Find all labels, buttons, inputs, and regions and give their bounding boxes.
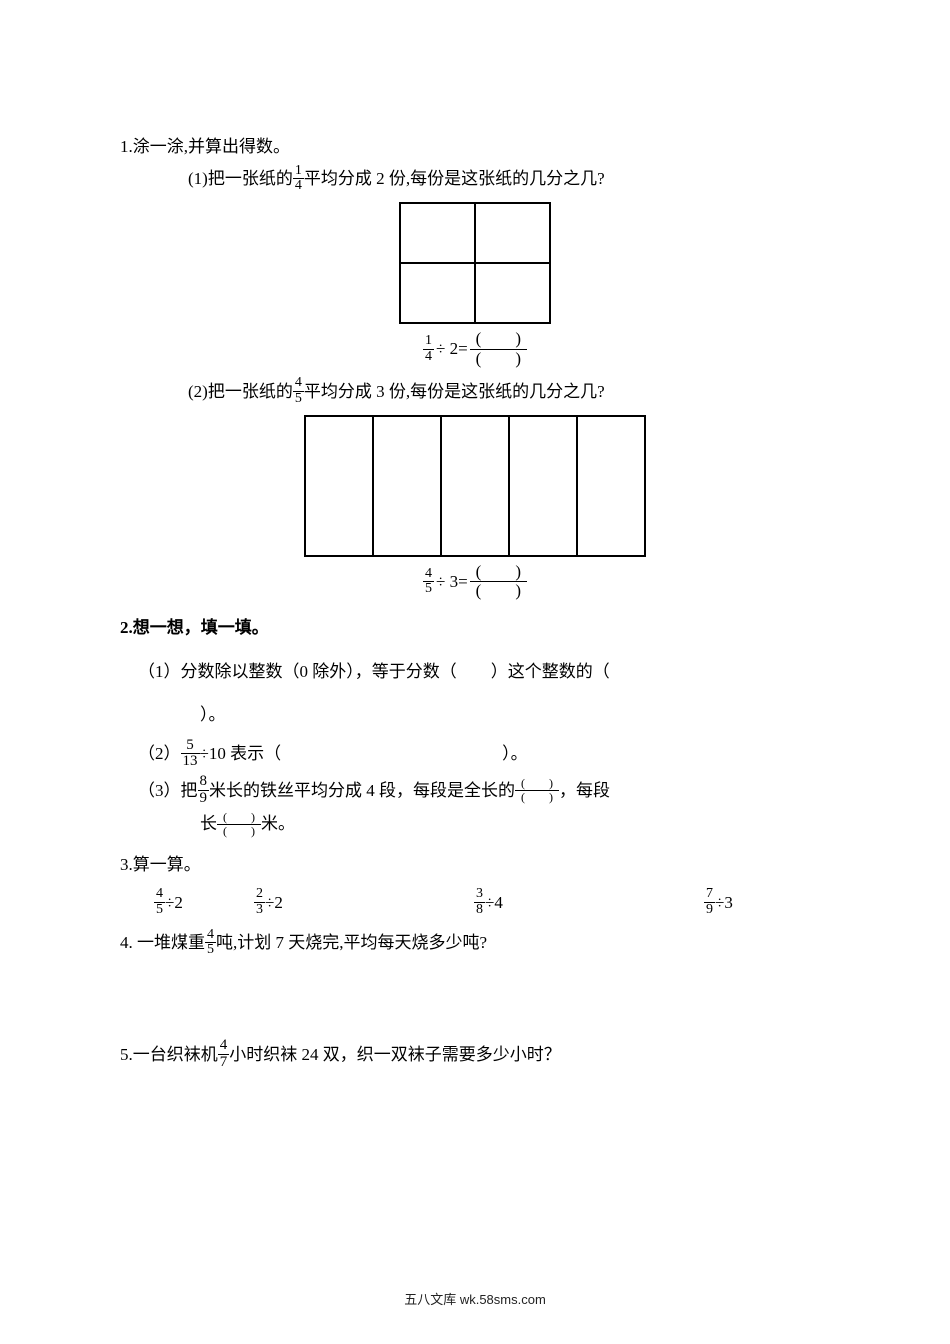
q1-p1-prefix: (1)把一张纸的	[188, 166, 293, 192]
page-footer: 五八文库 wk.58sms.com	[0, 1290, 950, 1310]
q5-b: 小时织袜 24 双，织一双袜子需要多少小时？	[229, 1042, 561, 1068]
q3-op: ÷2	[165, 890, 183, 916]
q2-s3d-pre: 长	[200, 811, 217, 837]
grid-cell	[400, 263, 475, 323]
q2-s3-blank1: ( ) ( )	[515, 777, 559, 804]
grid-cell	[305, 416, 373, 556]
q3-op: ÷3	[715, 890, 733, 916]
q2-s2b: ÷10 表示（ ）。	[200, 741, 528, 767]
q1-p2-prefix: (2)把一张纸的	[188, 379, 293, 405]
grid-cell	[441, 416, 509, 556]
q3-title: 3.算一算。	[120, 852, 830, 878]
grid-cell	[577, 416, 645, 556]
q5-frac: 4 7	[218, 1038, 230, 1071]
q1-part2: (2)把一张纸的 4 5 平均分成 3 份,每份是这张纸的几分之几?	[120, 376, 830, 406]
q1-p1-frac: 1 4	[293, 164, 304, 194]
q2-s3b: 米长的铁丝平均分成 4 段，每段是全长的	[209, 778, 515, 804]
q1-p2-suffix: 平均分成 3 份,每份是这张纸的几分之几?	[304, 379, 605, 405]
q1-p1-suffix: 平均分成 2 份,每份是这张纸的几分之几?	[304, 166, 605, 192]
q1-eq2-mid: ÷ 3=	[436, 569, 468, 595]
q1-eq1-mid: ÷ 2=	[436, 336, 468, 362]
q1-grid1-wrap: 1 4 ÷ 2= ( ) ( )	[120, 202, 830, 368]
q1-p2-frac: 4 5	[293, 376, 304, 406]
q1-eq2-blank: ( ) ( )	[470, 563, 527, 601]
q1-grid2	[304, 415, 646, 557]
grid-cell	[373, 416, 441, 556]
q1-eq2-frac: 4 5	[423, 567, 434, 597]
q1-part1: (1)把一张纸的 1 4 平均分成 2 份,每份是这张纸的几分之几?	[120, 164, 830, 194]
q4-frac: 4 5	[205, 928, 216, 958]
grid-cell	[475, 203, 550, 263]
q1-eq2: 4 5 ÷ 3= ( ) ( )	[120, 563, 830, 601]
q4-a: 4. 一堆煤重	[120, 930, 205, 956]
grid-cell	[475, 263, 550, 323]
q3-item: 79÷3	[704, 887, 774, 917]
q1-grid1	[399, 202, 551, 324]
q4-b: 吨,计划 7 天烧完,平均每天烧多少吨?	[216, 930, 487, 956]
q3-item: 23÷2	[254, 887, 474, 917]
q3-item: 38÷4	[474, 887, 704, 917]
q2-s3a: （3）把	[138, 778, 198, 804]
q2-s1b: ）。	[120, 702, 830, 728]
q1-eq1: 1 4 ÷ 2= ( ) ( )	[120, 330, 830, 368]
grid-cell	[400, 203, 475, 263]
q4: 4. 一堆煤重 4 5 吨,计划 7 天烧完,平均每天烧多少吨?	[120, 928, 830, 958]
q3-op: ÷2	[265, 890, 283, 916]
q3-frac: 23	[254, 887, 265, 917]
q3-row: 45÷223÷238÷479÷3	[154, 887, 830, 917]
grid-cell	[509, 416, 577, 556]
q5: 5.一台织袜机 4 7 小时织袜 24 双，织一双袜子需要多少小时？	[120, 1038, 830, 1071]
q2-s3c: ，每段	[559, 778, 610, 804]
q3-item: 45÷2	[154, 887, 254, 917]
q1-eq1-frac: 1 4	[423, 334, 434, 364]
q2-s3d: 长 ( ) ( ) 米。	[120, 811, 830, 838]
q3-frac: 79	[704, 887, 715, 917]
q2-s3-frac: 8 9	[198, 774, 210, 807]
q2-s2: （2） 5 13 ÷10 表示（ ）。	[120, 738, 830, 771]
q1-eq1-blank: ( ) ( )	[470, 330, 527, 368]
q2-s3-blank2: ( ) ( )	[217, 811, 261, 838]
q2-title: 2.想一想，填一填。	[120, 615, 830, 641]
q3-frac: 45	[154, 887, 165, 917]
q1-title: 1.涂一涂,并算出得数。	[120, 134, 830, 160]
q2-s2a: （2）	[138, 741, 181, 767]
q2-s1: （1）分数除以整数（0 除外），等于分数（ ）这个整数的（	[120, 659, 830, 685]
q2-s2-frac: 5 13	[181, 738, 200, 771]
q5-a: 5.一台织袜机	[120, 1042, 218, 1068]
q1-grid2-wrap: 4 5 ÷ 3= ( ) ( )	[120, 415, 830, 601]
q3-op: ÷4	[485, 890, 503, 916]
q3-frac: 38	[474, 887, 485, 917]
q2-s3d-post: 米。	[261, 811, 295, 837]
q2-s3: （3）把 8 9 米长的铁丝平均分成 4 段，每段是全长的 ( ) ( ) ，每…	[120, 774, 830, 807]
